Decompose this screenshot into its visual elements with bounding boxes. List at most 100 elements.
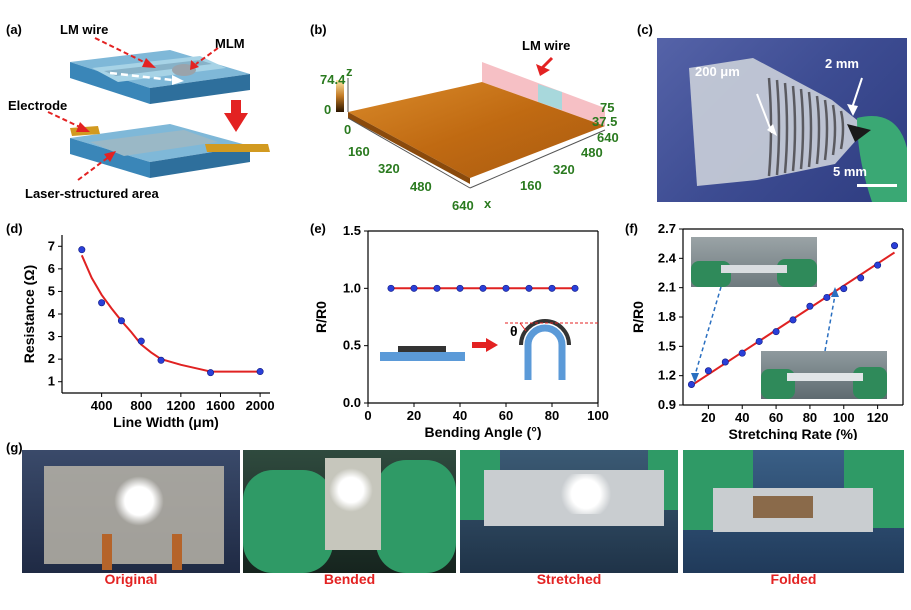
data-point <box>548 284 556 292</box>
data-point <box>738 349 746 357</box>
y-tick-label: 2 <box>48 351 55 366</box>
panel-g: (g) Original Bended Stretched Folded <box>0 440 911 610</box>
data-point <box>387 284 395 292</box>
theta-symbol: θ <box>510 323 518 339</box>
panel-e-label: (e) <box>310 221 326 236</box>
x-tick-480: 480 <box>410 179 432 194</box>
y-tick-label: 0.0 <box>343 395 361 410</box>
data-point <box>479 284 487 292</box>
bent-substrate <box>524 324 566 380</box>
x-tick-label: 40 <box>453 408 467 423</box>
inset-photo-relaxed <box>691 237 817 287</box>
chart-rr0-vs-bending: 0 20 40 60 80 100 0.0 0.5 1.0 1.5 Bending Angle (°… <box>313 223 609 440</box>
data-point <box>755 337 763 345</box>
y-tick-label: 1.8 <box>658 309 676 324</box>
x-tick-label: 400 <box>91 398 113 413</box>
data-point <box>117 317 125 325</box>
y-tick-640: 640 <box>597 130 619 145</box>
data-point <box>874 261 882 269</box>
y-tick-label: 1.5 <box>343 223 361 238</box>
caption-bended: Bended <box>323 571 376 587</box>
side-tick-37: 37.5 <box>592 114 618 129</box>
y-tick-label: 2.1 <box>658 280 676 295</box>
y-tick-label: 0.9 <box>658 397 676 412</box>
data-point <box>433 284 441 292</box>
x-tick-label: 100 <box>587 408 609 423</box>
panel-a: (a) LM wire MLM Electrode Laser-structur… <box>0 0 300 210</box>
data-point <box>410 284 418 292</box>
y-tick-label: 5 <box>48 283 55 298</box>
caption-stretched: Stretched <box>536 571 602 587</box>
data-point <box>207 369 215 377</box>
bent-film <box>519 319 571 346</box>
flat-substrate <box>380 352 465 361</box>
caption-original: Original <box>104 571 158 587</box>
data-point <box>78 246 86 254</box>
y-tick-label: 1.5 <box>658 338 676 353</box>
x-axis-title: Stretching Rate (%) <box>728 426 857 440</box>
data-point <box>704 367 712 375</box>
surface-profile-3d <box>336 56 606 189</box>
y-tick-320: 320 <box>553 162 575 177</box>
y-tick-label: 1 <box>48 374 55 389</box>
transform-arrow-shaft <box>472 342 488 348</box>
panel-a-label: (a) <box>6 22 22 37</box>
data-point <box>891 242 899 250</box>
x-axis-title: Bending Angle (°) <box>424 424 541 440</box>
data-point <box>456 284 464 292</box>
data-point <box>571 284 579 292</box>
schematic-illustration <box>47 37 270 181</box>
data-point <box>256 368 264 376</box>
data-point <box>687 380 695 388</box>
data-point <box>789 316 797 324</box>
x-axis-label: x <box>484 196 492 211</box>
mlm-label: MLM <box>215 36 245 51</box>
y-axis-title: R/R0 <box>313 301 329 333</box>
x-tick-640: 640 <box>452 198 474 213</box>
y-tick-label: 3 <box>48 329 55 344</box>
panel-g-label: (g) <box>6 440 23 455</box>
x-tick-label: 80 <box>803 410 817 425</box>
x-tick-label: 0 <box>364 408 371 423</box>
z-min-label: 0 <box>324 102 332 117</box>
chart-rr0-vs-stretching: 20 40 60 80 100 120 0.9 1.2 1.5 1.8 2.1 2.4 2.7 Stret… <box>630 221 904 440</box>
x-tick-label: 2000 <box>246 398 275 413</box>
data-point <box>772 328 780 336</box>
electrode-label: Electrode <box>8 98 68 113</box>
panel-e: (e) 0 20 40 60 80 100 0.0 0.5 1.0 1.5 Bending Angl… <box>300 215 625 440</box>
x-tick-label: 20 <box>407 408 421 423</box>
x-tick-label: 100 <box>833 410 855 425</box>
panel-c-label: (c) <box>637 22 653 37</box>
x-tick-label: 120 <box>867 410 889 425</box>
x-tick-label: 800 <box>130 398 152 413</box>
stretchable-film-photo <box>657 38 907 202</box>
data-point <box>857 274 865 282</box>
panel-d: (d) 400 800 1200 1600 2000 1 2 3 4 5 6 7 Line Width … <box>0 215 300 440</box>
y-tick-160: 160 <box>520 178 542 193</box>
y-tick-label: 6 <box>48 261 55 276</box>
transform-arrow-head <box>486 338 498 352</box>
lm-wire-label-b: LM wire <box>522 38 571 53</box>
panel-f-label: (f) <box>625 221 638 236</box>
data-point <box>806 302 814 310</box>
y-tick-480: 480 <box>581 145 603 160</box>
chart-resistance-vs-width: 400 800 1200 1600 2000 1 2 3 4 5 6 7 Line Width (μm)… <box>21 235 275 430</box>
side-tick-75: 75 <box>600 100 615 115</box>
photo-bended <box>243 450 456 573</box>
panel-b-label: (b) <box>310 22 327 37</box>
x-tick-label: 60 <box>769 410 783 425</box>
panel-b: (b) LM wire 74.4 z <box>300 0 625 215</box>
width-2mm-label: 2 mm <box>825 56 859 71</box>
x-tick-label: 1200 <box>166 398 195 413</box>
data-point <box>721 358 729 366</box>
laser-area-label: Laser-structured area <box>25 186 159 201</box>
inset-photo-stretched <box>761 351 887 399</box>
x-tick-0: 0 <box>344 122 352 137</box>
z-axis-label: z <box>346 64 353 79</box>
y-axis-title: Resistance (Ω) <box>21 265 37 363</box>
flat-film <box>398 346 446 352</box>
data-point <box>98 299 106 307</box>
x-tick-320: 320 <box>378 161 400 176</box>
data-point <box>157 356 165 364</box>
photo-folded <box>683 450 904 573</box>
